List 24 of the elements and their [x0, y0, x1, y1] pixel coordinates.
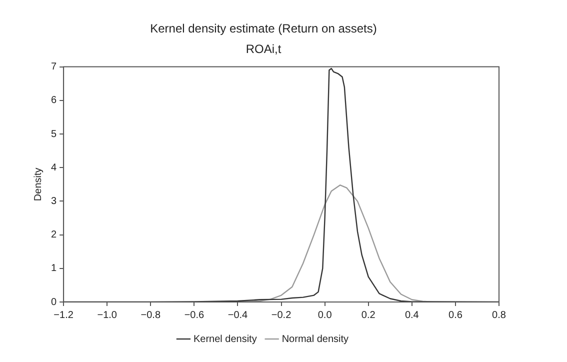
chart-subtitle: ROAi,t [246, 42, 282, 56]
chart-title: Kernel density estimate (Return on assets) [150, 22, 377, 36]
legend-label: Kernel density [193, 334, 257, 345]
x-tick-label: −0.6 [184, 310, 204, 321]
y-tick-label: 0 [51, 296, 57, 308]
y-tick-label: 3 [51, 196, 57, 207]
x-tick-label: −1.2 [54, 310, 74, 321]
y-tick-label: 7 [51, 62, 57, 73]
x-tick-label: −0.8 [140, 310, 161, 321]
x-tick-label: 0.0 [318, 310, 332, 321]
x-tick-label: 0.2 [361, 310, 376, 321]
y-tick-label: 1 [51, 263, 57, 274]
x-tick-label: 0.8 [492, 310, 506, 321]
y-tick-label: 5 [51, 128, 57, 140]
y-tick-label: 2 [51, 230, 57, 241]
x-tick-label: −1.0 [97, 310, 118, 321]
y-tick-label: 6 [51, 95, 57, 106]
x-tick-label: 0.6 [448, 310, 463, 321]
legend-label: Normal density [282, 334, 349, 345]
x-tick-label: 0.4 [404, 310, 420, 321]
y-axis-title: Density [32, 168, 44, 202]
x-tick-label: −0.2 [271, 310, 292, 321]
y-tick-label: 4 [51, 162, 57, 174]
x-tick-label: −0.4 [228, 310, 248, 321]
